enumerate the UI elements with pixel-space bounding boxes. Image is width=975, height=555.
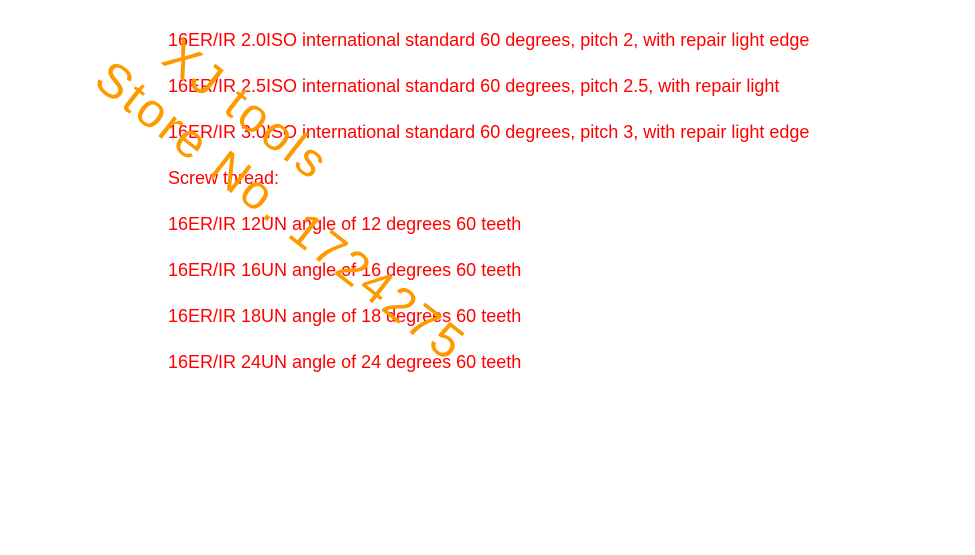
un-spec-line: 16ER/IR 24UN angle of 24 degrees 60 teet… <box>168 350 838 374</box>
document-content: 16ER/IR 2.0ISO international standard 60… <box>0 0 975 374</box>
un-spec-line: 16ER/IR 18UN angle of 18 degrees 60 teet… <box>168 304 838 328</box>
section-header: Screw thread: <box>168 166 975 190</box>
un-spec-line: 16ER/IR 12UN angle of 12 degrees 60 teet… <box>168 212 838 236</box>
un-spec-line: 16ER/IR 16UN angle of 16 degrees 60 teet… <box>168 258 838 282</box>
iso-spec-line: 16ER/IR 3.0ISO international standard 60… <box>168 120 838 144</box>
iso-spec-line: 16ER/IR 2.0ISO international standard 60… <box>168 28 838 52</box>
iso-spec-line: 16ER/IR 2.5ISO international standard 60… <box>168 74 838 98</box>
